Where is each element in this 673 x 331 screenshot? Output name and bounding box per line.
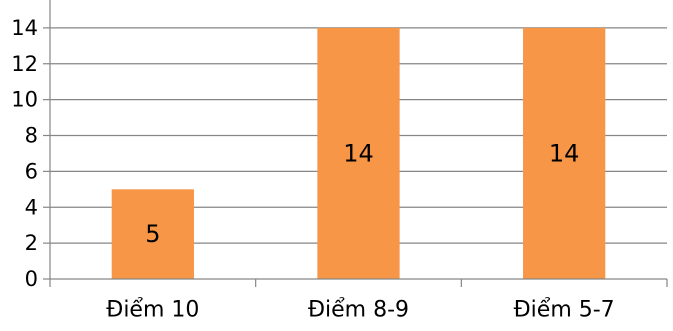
- data-label: 14: [343, 139, 374, 167]
- bar: [523, 27, 606, 279]
- x-category-label: Điểm 8-9: [308, 298, 409, 323]
- y-tick-label: 14: [11, 16, 38, 40]
- x-category-labels: Điểm 10 Điểm 8-9 Điểm 5-7: [106, 298, 614, 323]
- data-labels: 5 14 14: [145, 139, 579, 248]
- x-category-label: Điểm 5-7: [514, 298, 615, 323]
- x-category-label: Điểm 10: [106, 298, 199, 323]
- bar: [317, 27, 400, 279]
- data-label: 5: [145, 220, 160, 248]
- y-tick-labels: 0 2 4 6 8 10 12 14 16: [11, 0, 38, 291]
- bars: [111, 27, 606, 279]
- y-tick-label: 10: [11, 88, 38, 112]
- y-tick-label: 6: [25, 159, 38, 183]
- axes: [43, 0, 668, 287]
- y-tick-label: 0: [25, 267, 38, 291]
- bar: [111, 189, 194, 279]
- y-tick-label: 2: [25, 231, 38, 255]
- data-label: 14: [549, 139, 580, 167]
- y-tick-label: 12: [11, 52, 38, 76]
- y-tick-label: 4: [25, 195, 38, 219]
- y-tick-label: 8: [25, 124, 38, 148]
- y-tick-label: 16: [11, 0, 38, 4]
